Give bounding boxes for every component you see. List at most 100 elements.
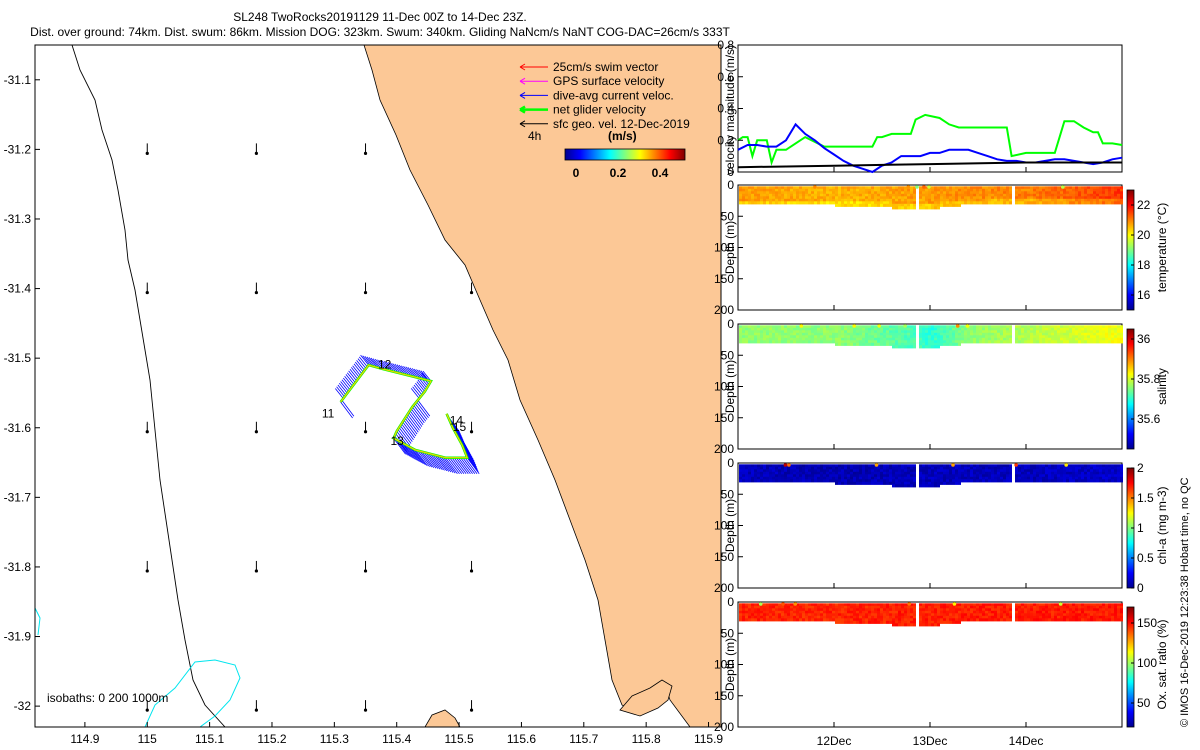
heatmap-cell <box>964 618 967 622</box>
heatmap-cell <box>955 201 958 205</box>
heatmap-cell <box>955 191 958 195</box>
heatmap-cell <box>775 476 778 480</box>
heatmap-cell <box>967 198 970 202</box>
heatmap-cell <box>973 610 976 614</box>
heatmap-cell <box>973 201 976 205</box>
heatmap-cell <box>778 201 781 205</box>
heatmap-cell <box>859 615 862 619</box>
heatmap-cell <box>742 610 745 614</box>
heatmap-cell <box>805 332 808 336</box>
heatmap-cell <box>967 476 970 480</box>
heatmap-cell <box>772 325 775 329</box>
heatmap-cell <box>796 466 799 470</box>
heatmap-cell <box>931 332 934 336</box>
heatmap-cell <box>1081 474 1084 478</box>
heatmap-cell <box>934 620 937 624</box>
heatmap-cell <box>865 603 868 607</box>
colorbar-tick-label: 22 <box>1137 198 1151 212</box>
heatmap-cell <box>1075 330 1078 334</box>
heatmap-cell <box>1048 198 1051 202</box>
heatmap-cell <box>976 186 979 190</box>
heatmap-cell <box>946 466 949 470</box>
heatmap-cell <box>811 186 814 190</box>
heatmap-cell <box>1036 476 1039 480</box>
heatmap-cell <box>1009 186 1012 190</box>
heatmap-cell <box>742 466 745 470</box>
heatmap-cell <box>976 193 979 197</box>
heatmap-cell <box>1078 337 1081 341</box>
geo-arrow-head <box>145 290 149 295</box>
heatmap-cell <box>1036 330 1039 334</box>
heatmap-cell <box>1075 335 1078 339</box>
heatmap-cell <box>850 186 853 190</box>
heatmap-cell <box>988 193 991 197</box>
heatmap-cell <box>991 613 994 617</box>
heatmap-cell <box>1036 186 1039 190</box>
heatmap-cell <box>856 191 859 195</box>
heatmap-cell <box>886 340 889 344</box>
heatmap-cell <box>901 330 904 334</box>
heatmap-cell <box>1081 340 1084 344</box>
heatmap-cell <box>913 196 916 200</box>
colorbar-label: salinity <box>1155 368 1169 405</box>
heatmap-cell <box>826 479 829 483</box>
heatmap-cell <box>778 335 781 339</box>
heatmap-cell <box>1063 610 1066 614</box>
heatmap-cell <box>1087 479 1090 483</box>
heatmap-cell <box>970 464 973 468</box>
heatmap-cell <box>772 605 775 609</box>
heatmap-cell <box>859 337 862 341</box>
heatmap-cell <box>877 196 880 200</box>
heatmap-cell <box>883 327 886 331</box>
heatmap-cell <box>934 608 937 612</box>
heatmap-cell <box>1120 340 1123 344</box>
heatmap-cell <box>1108 191 1111 195</box>
heatmap-cell <box>1066 613 1069 617</box>
heatmap-cell <box>790 337 793 341</box>
heatmap-cell <box>937 332 940 336</box>
heatmap-cell <box>889 340 892 344</box>
heatmap-cell <box>868 335 871 339</box>
velocity-ytick-label: 0.2 <box>717 133 734 147</box>
heatmap-cell <box>1099 335 1102 339</box>
heatmap-cell <box>1021 198 1024 202</box>
heatmap-cell <box>1096 479 1099 483</box>
heatmap-cell <box>826 196 829 200</box>
heatmap-cell <box>802 474 805 478</box>
current-vector <box>398 427 412 444</box>
heatmap-cell <box>763 335 766 339</box>
heatmap-cell <box>862 610 865 614</box>
heatmap-cell <box>1117 340 1120 344</box>
heatmap-cell <box>1117 330 1120 334</box>
heatmap-cell <box>928 620 931 624</box>
heatmap-cell <box>766 479 769 483</box>
heatmap-cell <box>1039 191 1042 195</box>
heatmap-cell <box>811 330 814 334</box>
heatmap-cell <box>778 332 781 336</box>
heatmap-cell <box>1099 193 1102 197</box>
heatmap-cell <box>838 340 841 344</box>
heatmap-cell <box>958 330 961 334</box>
heatmap-cell <box>946 620 949 624</box>
heatmap-cell <box>985 186 988 190</box>
heatmap-cell <box>883 474 886 478</box>
heatmap-cell <box>865 330 868 334</box>
heatmap-cell <box>841 613 844 617</box>
heatmap-cell <box>907 466 910 470</box>
heatmap-cell <box>757 335 760 339</box>
heatmap-cell <box>856 335 859 339</box>
heatmap-cell <box>979 337 982 341</box>
heatmap-cell <box>1036 340 1039 344</box>
heatmap-cell <box>1075 198 1078 202</box>
heatmap-cell <box>838 186 841 190</box>
heatmap-cell <box>901 481 904 485</box>
heatmap-cell <box>988 191 991 195</box>
heatmap-cell <box>1087 332 1090 336</box>
heatmap-cell <box>940 342 943 346</box>
heatmap-cell <box>970 191 973 195</box>
heatmap-cell <box>757 186 760 190</box>
heatmap-cell <box>1045 198 1048 202</box>
heatmap-cell <box>955 615 958 619</box>
velocity-ytick-label: 0.4 <box>717 102 734 116</box>
heatmap-cell <box>1033 476 1036 480</box>
